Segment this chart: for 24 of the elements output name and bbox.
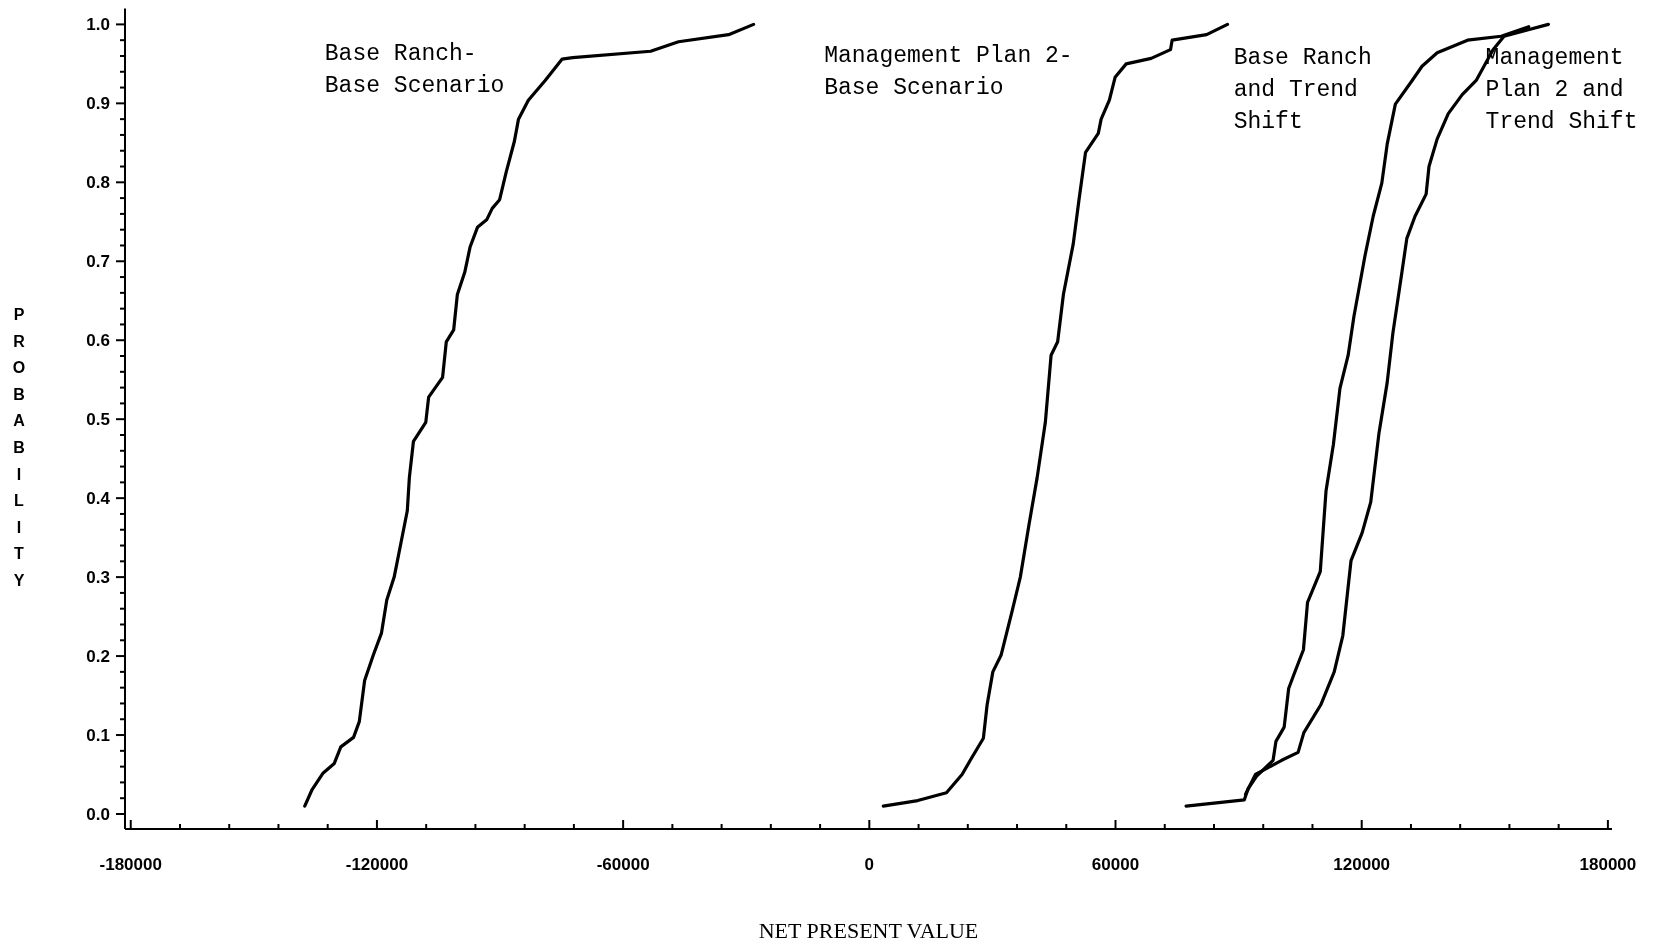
x-tick-label: 0 — [864, 855, 875, 874]
y-tick-label: 0.5 — [86, 410, 110, 430]
x-tick-label: 120000 — [1333, 855, 1391, 874]
y-tick-label: 1.0 — [86, 15, 110, 35]
series-label: Base Ranch and Trend Shift — [1233, 44, 1372, 135]
x-tick-label: -60000 — [596, 855, 650, 874]
y-tick-label: 0.8 — [86, 173, 110, 193]
x-tick-label: -180000 — [99, 855, 162, 874]
x-tick-label: 180000 — [1579, 855, 1637, 874]
y-tick-label: 0.6 — [86, 331, 110, 351]
y-tick-label: 0.1 — [86, 726, 110, 746]
series-label: Management Plan 2 and Trend Shift — [1485, 44, 1638, 135]
x-axis-title: NET PRESENT VALUE — [758, 918, 979, 943]
x-tick-label: 60000 — [1091, 855, 1140, 874]
y-tick-label: 0.2 — [86, 647, 110, 667]
text: PROBABILITY — [12, 306, 26, 589]
y-tick-label: 0.4 — [86, 489, 111, 509]
x-tick-label: -120000 — [345, 855, 409, 874]
series-label: Base Ranch- Base Scenario — [324, 40, 505, 99]
y-tick-label: 0.7 — [86, 252, 110, 272]
series-label: Management Plan 2- Base Scenario — [824, 42, 1073, 101]
y-tick-label: 0.3 — [86, 568, 110, 588]
y-tick-label: 0.9 — [86, 94, 110, 114]
y-tick-label: 0.0 — [86, 805, 110, 824]
